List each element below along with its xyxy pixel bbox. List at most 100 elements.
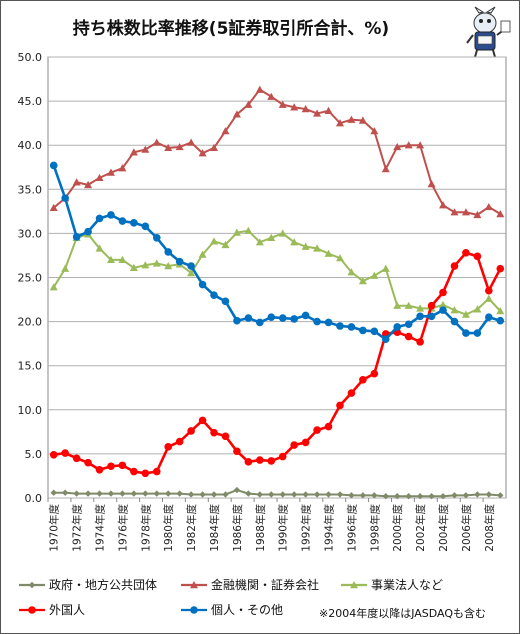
data-point	[462, 492, 470, 499]
x-tick-label: 1990年度	[277, 504, 290, 552]
data-point	[473, 252, 482, 261]
legend-marker	[190, 581, 198, 589]
data-point	[382, 493, 389, 500]
x-tick-label: 1972年度	[71, 504, 84, 552]
data-point	[347, 389, 356, 397]
data-point	[255, 238, 264, 246]
data-point	[106, 168, 115, 176]
data-point	[336, 322, 344, 330]
data-point	[416, 338, 424, 346]
data-point	[142, 490, 149, 497]
data-point	[393, 301, 402, 309]
data-point	[313, 426, 321, 434]
legend-marker	[190, 606, 198, 614]
data-point	[278, 314, 287, 322]
x-tick-label: 1996年度	[345, 504, 358, 552]
data-point	[427, 180, 436, 188]
data-point	[267, 92, 276, 100]
data-point	[164, 262, 173, 270]
y-tick-label: 45.0	[18, 95, 43, 108]
legend-item: 個人・その他	[181, 603, 283, 617]
legend-label: 外国人	[49, 603, 85, 617]
data-point	[130, 467, 138, 476]
data-point	[84, 458, 92, 467]
data-point	[439, 300, 448, 309]
data-point	[152, 259, 161, 267]
data-point	[49, 203, 58, 212]
data-point	[49, 450, 58, 459]
data-point	[187, 262, 195, 270]
data-point	[106, 255, 115, 264]
data-point	[336, 491, 344, 498]
data-point	[187, 138, 196, 146]
data-point	[301, 242, 310, 250]
data-point	[221, 297, 230, 306]
data-point	[496, 264, 505, 273]
data-point	[256, 318, 264, 327]
data-point	[301, 438, 310, 447]
data-point	[404, 320, 413, 329]
legend-item: 外国人	[19, 603, 85, 617]
data-point	[347, 115, 356, 123]
data-point	[84, 180, 93, 189]
data-point	[96, 490, 103, 497]
data-point	[497, 492, 504, 499]
data-point	[485, 286, 493, 295]
data-point	[370, 327, 379, 336]
data-point	[335, 254, 344, 262]
data-point	[290, 491, 298, 498]
data-point	[381, 264, 390, 272]
data-point	[198, 250, 207, 258]
x-tick-label: 1992年度	[300, 504, 313, 552]
legend-marker	[28, 581, 36, 589]
data-point	[268, 491, 275, 498]
data-point	[245, 490, 252, 497]
data-point	[61, 489, 69, 496]
data-point	[359, 326, 367, 335]
series-1	[49, 85, 505, 219]
x-tick-label: 2006年度	[460, 504, 473, 552]
data-point	[439, 493, 447, 500]
data-point	[335, 119, 344, 127]
data-point	[152, 234, 161, 242]
data-point	[371, 492, 378, 499]
data-point	[119, 490, 126, 497]
data-point	[221, 127, 230, 135]
y-tick-label: 25.0	[18, 272, 43, 285]
data-point	[416, 141, 425, 149]
data-point	[427, 312, 436, 321]
data-point	[267, 457, 276, 465]
data-point	[118, 164, 127, 172]
data-point	[175, 257, 184, 266]
data-point	[381, 165, 390, 173]
data-point	[50, 489, 57, 496]
data-point	[244, 226, 253, 234]
data-point	[393, 142, 402, 151]
data-point	[439, 306, 447, 314]
data-point	[313, 491, 321, 498]
data-point	[72, 233, 81, 241]
data-point	[393, 323, 402, 331]
series-line	[53, 251, 502, 475]
data-point	[278, 229, 287, 237]
x-tick-label: 1986年度	[231, 504, 244, 552]
data-point	[95, 173, 104, 182]
data-point	[474, 491, 481, 498]
x-tick-label: 1982年度	[185, 504, 198, 552]
legend-item: 政府・地方公共団体	[19, 577, 157, 592]
data-point	[496, 209, 505, 218]
legend-item: 金融機関・証券会社	[181, 577, 319, 592]
data-point	[61, 264, 70, 272]
data-point	[199, 491, 206, 498]
data-point	[84, 227, 92, 236]
data-point	[130, 219, 138, 227]
chart-title: 持ち株数比率推移(5証券取引所合計、%)	[73, 18, 389, 39]
data-point	[484, 202, 493, 211]
x-tick-label: 1978年度	[139, 504, 152, 552]
chart-note: ※2004年度以降はJASDAQも含む	[319, 606, 486, 620]
data-point	[187, 491, 195, 498]
data-point	[416, 312, 424, 321]
x-tick-label: 1984年度	[208, 504, 221, 552]
data-point	[278, 452, 287, 461]
data-point	[416, 304, 425, 312]
